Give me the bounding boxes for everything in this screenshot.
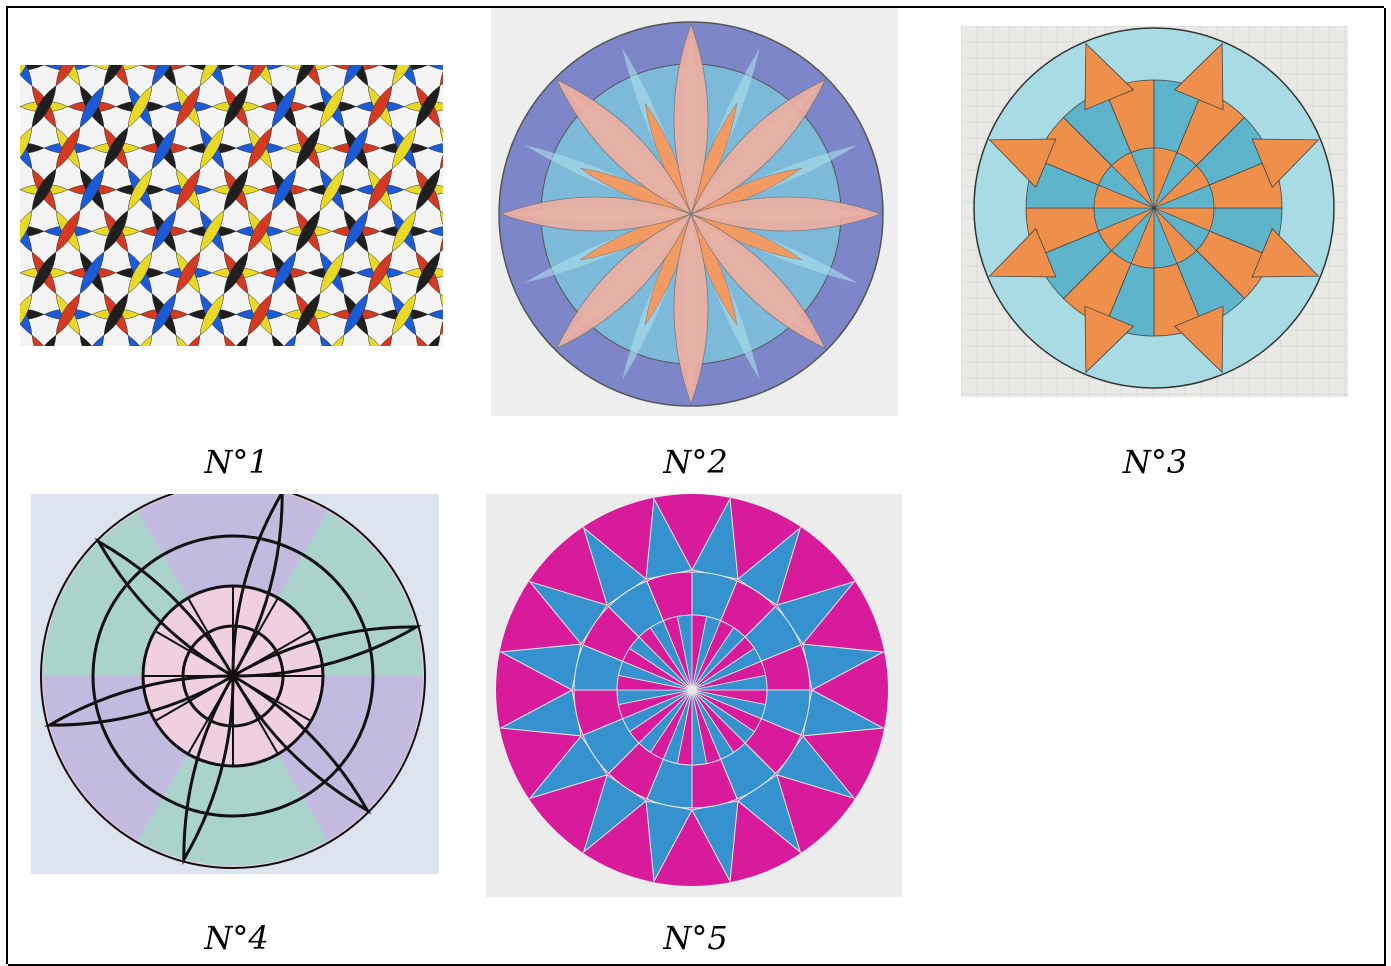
petal (427, 143, 443, 154)
compass-point (1251, 227, 1320, 278)
petal (367, 334, 380, 346)
caption-1: N°1 (8, 432, 467, 494)
petal (236, 334, 249, 346)
spoke (154, 675, 234, 722)
petal (20, 126, 33, 159)
petal (20, 65, 27, 75)
petal (92, 334, 105, 346)
petal (427, 65, 443, 70)
caption-5: N°5 (465, 912, 928, 966)
star-arm (182, 670, 235, 866)
star-arm (43, 674, 239, 727)
compass-point (1251, 138, 1320, 189)
empty-caption (926, 912, 1386, 966)
pink-petal (673, 212, 709, 406)
petal (44, 334, 57, 346)
petal (127, 334, 140, 346)
compass-point (1173, 42, 1224, 111)
empty-cell (926, 492, 1386, 914)
spoke (232, 597, 279, 677)
petal (380, 334, 393, 346)
petal (439, 209, 443, 226)
drawing-cell-3 (926, 8, 1386, 434)
star-arm (94, 537, 238, 681)
drawing-cell-2 (465, 8, 928, 434)
petal (427, 226, 443, 237)
spoke (187, 597, 234, 677)
caption-3: N°3 (926, 432, 1386, 494)
drawing-cell-1 (8, 8, 467, 434)
petal (79, 334, 92, 346)
petal (439, 293, 443, 309)
petal (439, 126, 443, 143)
ring-line (91, 534, 375, 818)
spoke (154, 630, 234, 677)
petal (415, 334, 428, 346)
center-segment (1153, 184, 1215, 209)
caption-4: N°4 (8, 912, 467, 966)
pink-petal (555, 78, 692, 215)
compass-point (988, 227, 1057, 278)
spoke (187, 675, 234, 755)
pink-petal (690, 213, 827, 350)
rosace-drawing-1 (20, 65, 443, 346)
caption-2: N°2 (465, 432, 928, 494)
petal (31, 334, 44, 346)
rosace-drawing-3 (961, 26, 1348, 397)
pink-petal (690, 78, 827, 215)
star-arm (227, 625, 423, 678)
compass-point (1173, 305, 1224, 374)
petal (271, 334, 284, 346)
star-arm (231, 494, 284, 682)
rosace-drawing-2 (491, 8, 898, 416)
petal (427, 309, 443, 320)
petal (319, 334, 332, 346)
compass-point (1084, 42, 1135, 111)
spoke (232, 675, 312, 722)
pink-petal (499, 196, 693, 232)
petal (188, 334, 201, 346)
petal (284, 334, 297, 346)
center-ray (691, 674, 768, 691)
pink-petal (673, 22, 709, 216)
pink-petal (689, 196, 883, 232)
spoke (232, 675, 279, 755)
petal (20, 209, 33, 242)
spoke (232, 630, 312, 677)
petal (223, 334, 236, 346)
drawing-cell-5 (465, 492, 928, 914)
compass-point (988, 138, 1057, 189)
drawings-table: N°1 N°2 N°3 N°4 N°5 (6, 6, 1386, 966)
drawing-cell-4 (8, 492, 467, 914)
pink-petal (555, 213, 692, 350)
petal (140, 334, 153, 346)
petal (175, 334, 188, 346)
compass-point (1084, 305, 1135, 374)
rosace-drawing-5 (486, 494, 902, 897)
petal (428, 334, 441, 346)
rosace-drawing-4 (31, 494, 439, 874)
star-arm (228, 671, 372, 815)
petal (20, 293, 33, 325)
petal (332, 334, 345, 346)
